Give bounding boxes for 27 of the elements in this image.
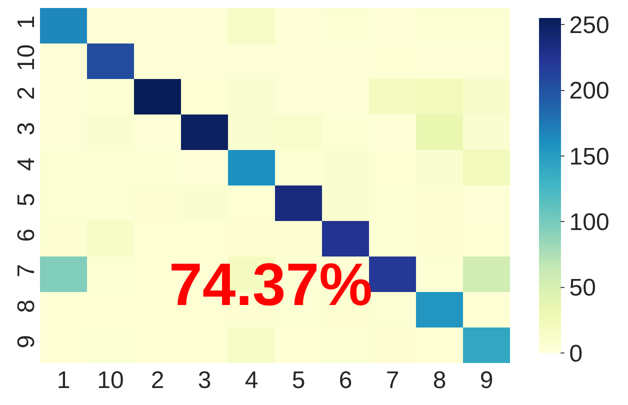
annotation: 74.37% (169, 251, 372, 318)
y-tick-label: 6 (13, 228, 40, 242)
x-tick-label: 5 (292, 367, 306, 394)
y-tick-label: 1 (13, 15, 40, 29)
y-tick-label: 5 (13, 192, 40, 206)
color-bar-label: 150 (569, 143, 610, 170)
x-tick-label: 8 (432, 367, 446, 394)
color-bar-label: 50 (569, 274, 596, 302)
x-tick-label: 7 (386, 367, 400, 394)
x-tick-label: 3 (198, 367, 212, 394)
y-tick-label: 7 (13, 264, 40, 278)
y-tick-label: 4 (13, 157, 40, 171)
y-tick-label: 8 (13, 299, 40, 313)
color-bar-label: 100 (569, 209, 610, 236)
color-bar-label: 200 (569, 78, 610, 105)
x-tick-label: 9 (480, 367, 494, 394)
x-tick-label: 6 (338, 367, 352, 394)
color-bar-label: 250 (569, 12, 610, 39)
x-tick-label: 4 (244, 367, 258, 394)
y-tick-label: 2 (13, 86, 40, 100)
x-tick-label: 10 (97, 367, 124, 394)
y-tick-label: 9 (13, 334, 40, 348)
x-tick-label: 2 (150, 367, 164, 394)
x-tick-label: 1 (56, 367, 70, 394)
color-bar-label: 0 (569, 340, 583, 368)
y-tick-label: 10 (13, 44, 40, 71)
y-tick-label: 3 (13, 122, 40, 136)
